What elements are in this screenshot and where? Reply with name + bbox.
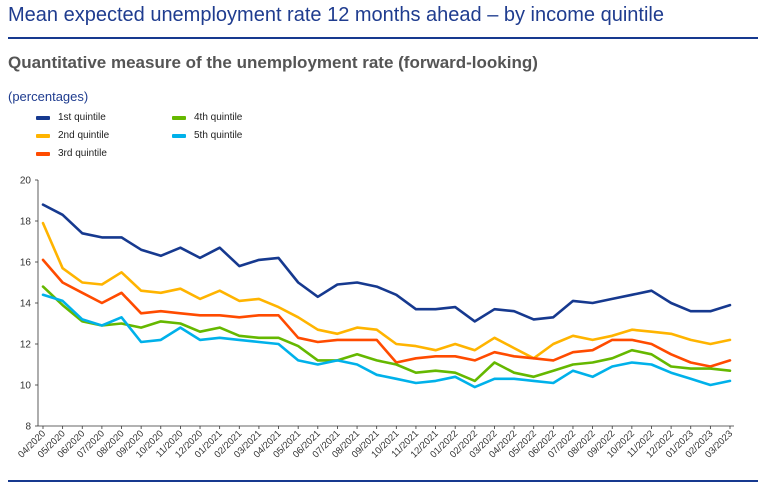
series-line xyxy=(41,258,732,368)
series-line xyxy=(41,203,732,323)
legend-item: 4th quintile xyxy=(172,112,242,123)
y-tick-label: 10 xyxy=(20,381,32,392)
legend-swatch xyxy=(172,115,186,120)
legend-item: 5th quintile xyxy=(172,130,242,141)
legend-swatch xyxy=(36,133,50,138)
series-line xyxy=(41,221,732,360)
legend-label: 3rd quintile xyxy=(58,148,107,159)
legend-item: 3rd quintile xyxy=(36,148,107,159)
chart-title: Mean expected unemployment rate 12 month… xyxy=(8,4,664,26)
y-tick-label: 8 xyxy=(25,422,31,433)
legend: 1st quintile 2nd quintile 3rd quintile 4th … xyxy=(36,112,356,166)
series-line xyxy=(41,293,732,389)
header-rule xyxy=(8,37,758,39)
legend-swatch xyxy=(36,115,50,120)
y-tick-label: 12 xyxy=(20,340,32,351)
legend-swatch xyxy=(36,151,50,156)
legend-item: 1st quintile xyxy=(36,112,106,123)
y-tick-label: 20 xyxy=(20,176,32,187)
legend-label: 4th quintile xyxy=(194,112,243,123)
series-line xyxy=(41,285,732,383)
y-tick-label: 16 xyxy=(20,258,32,269)
y-tick-label: 18 xyxy=(20,217,32,228)
chart-subtitle: Quantitative measure of the unemployment… xyxy=(8,53,538,72)
unit-label: (percentages) xyxy=(8,89,89,104)
legend-label: 5th quintile xyxy=(194,130,243,141)
legend-item: 2nd quintile xyxy=(36,130,109,141)
legend-swatch xyxy=(172,133,186,138)
y-tick-label: 14 xyxy=(20,299,32,310)
legend-label: 2nd quintile xyxy=(58,130,110,141)
footer-rule xyxy=(8,480,758,482)
legend-label: 1st quintile xyxy=(58,112,106,123)
line-chart: 810121416182004/202005/202006/202007/202… xyxy=(16,176,735,461)
